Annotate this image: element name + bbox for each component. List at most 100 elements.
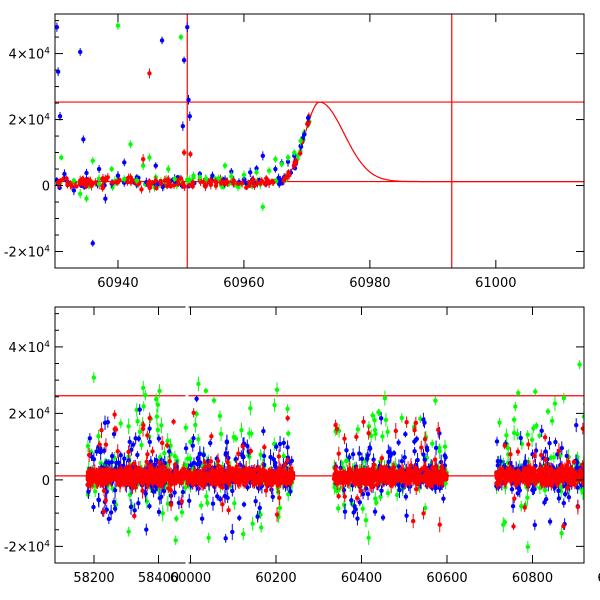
data-point-red [210,178,215,183]
data-point-red [248,448,254,454]
data-point-red [181,150,187,155]
data-point-blue [592,497,596,501]
data-point-blue [575,485,580,490]
data-point-blue [586,488,590,492]
data-point-blue [187,114,192,119]
data-point-green [383,417,389,423]
data-point-green [157,388,162,394]
data-point-blue [566,495,572,500]
data-point-red [240,444,245,449]
data-point-green [183,425,189,430]
data-point-blue [532,522,538,528]
data-point-blue [412,449,417,454]
data-point-red [144,459,149,465]
data-point-blue [233,456,239,462]
data-point-red [592,470,596,474]
data-point-green [206,535,211,541]
data-point-red [234,464,239,470]
data-point-red [414,486,419,492]
data-point-red [408,463,414,468]
data-point-blue [55,69,61,74]
data-point-red [267,180,272,185]
data-point-blue [432,483,438,489]
data-point-blue [96,166,102,172]
data-point-red [379,456,385,461]
data-point-blue [116,460,121,465]
data-point-red [419,445,424,450]
data-point-red [298,151,303,156]
top-x-tick-label: 61000 [475,276,516,291]
data-point-red [336,494,341,499]
data-point-blue [133,436,138,441]
data-point-red [589,468,593,472]
data-point-green [109,166,114,172]
data-point-blue [367,446,373,451]
data-point-red [90,181,95,187]
data-point-red [580,426,584,431]
data-point-green [376,410,381,415]
data-point-green [154,414,160,419]
data-point-blue [135,452,140,458]
data-point-red [270,180,276,185]
data-point-red [149,181,154,186]
data-point-green [92,489,98,494]
data-point-red [147,415,152,421]
data-point-red [244,185,249,190]
data-point-blue [166,449,172,454]
data-point-green [231,434,236,440]
data-point-blue [248,170,253,175]
data-point-blue [587,492,591,496]
data-point-blue [118,452,123,458]
data-point-red [421,511,426,516]
data-point-red [285,415,290,421]
data-point-blue [270,494,275,500]
data-point-green [246,452,251,458]
data-point-red [274,512,280,517]
data-point-green [241,531,246,537]
data-point-green [141,385,146,391]
data-point-blue [365,491,371,497]
data-point-red [594,463,598,467]
data-point-green [380,434,385,439]
data-point-red [103,442,109,447]
data-point-red [126,464,132,469]
data-point-blue [172,490,177,495]
data-point-red [251,468,256,473]
data-point-blue [298,143,303,149]
data-point-blue [111,499,117,505]
data-point-red [77,178,83,183]
data-point-blue [128,504,134,510]
data-point-green [155,427,161,433]
data-point-blue [380,515,386,520]
data-point-blue [274,444,279,449]
data-point-red [132,513,137,519]
data-point-red [164,443,170,448]
data-point-blue [180,123,186,129]
data-point-blue [589,496,593,500]
data-point-green [174,516,179,521]
data-point-blue [102,420,108,426]
data-point-red [112,412,117,417]
data-point-blue [412,439,417,444]
data-point-green [204,494,209,499]
data-point-blue [371,457,376,462]
data-point-blue [564,453,570,459]
data-point-green [185,456,191,461]
data-point-blue [516,485,522,491]
data-point-green [366,424,372,429]
data-point-green [126,424,131,429]
data-point-blue [495,463,501,468]
data-point-red [208,459,214,464]
data-point-red [126,449,131,455]
data-point-blue [357,451,362,456]
data-point-blue [441,496,446,501]
data-point-green [592,423,596,427]
data-point-red [263,180,268,186]
data-point-green [529,437,535,442]
data-point-green [197,175,203,180]
data-point-blue [260,153,266,159]
data-point-green [153,396,159,402]
data-point-red [593,471,597,475]
data-point-red [115,180,121,185]
data-point-red [112,427,117,432]
